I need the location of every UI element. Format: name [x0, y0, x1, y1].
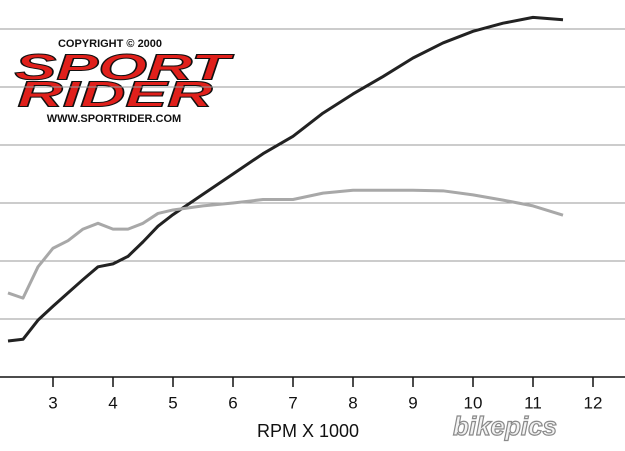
- logo-sport: SPORT: [15, 47, 235, 88]
- x-tick-label: 3: [48, 393, 57, 412]
- x-tick-label: 11: [524, 393, 542, 412]
- x-tick-label: 5: [168, 393, 177, 412]
- logo-url: WWW.SPORTRIDER.COM: [47, 113, 181, 125]
- dyno-curve: [7, 15, 564, 343]
- watermark: bikepics: [453, 411, 557, 441]
- x-tick-label: 12: [584, 393, 603, 412]
- logo-rider: RIDER: [18, 74, 213, 115]
- x-tick-label: 8: [348, 393, 357, 412]
- x-tick-label: 4: [108, 393, 117, 412]
- dyno-curve: [7, 188, 564, 300]
- x-tick-label: 7: [288, 393, 297, 412]
- x-axis-label: RPM X 1000: [257, 421, 359, 441]
- copyright: COPYRIGHT © 2000: [58, 38, 162, 50]
- x-tick-label: 9: [408, 393, 417, 412]
- x-tick-label: 6: [228, 393, 237, 412]
- x-tick-label: 10: [464, 393, 483, 412]
